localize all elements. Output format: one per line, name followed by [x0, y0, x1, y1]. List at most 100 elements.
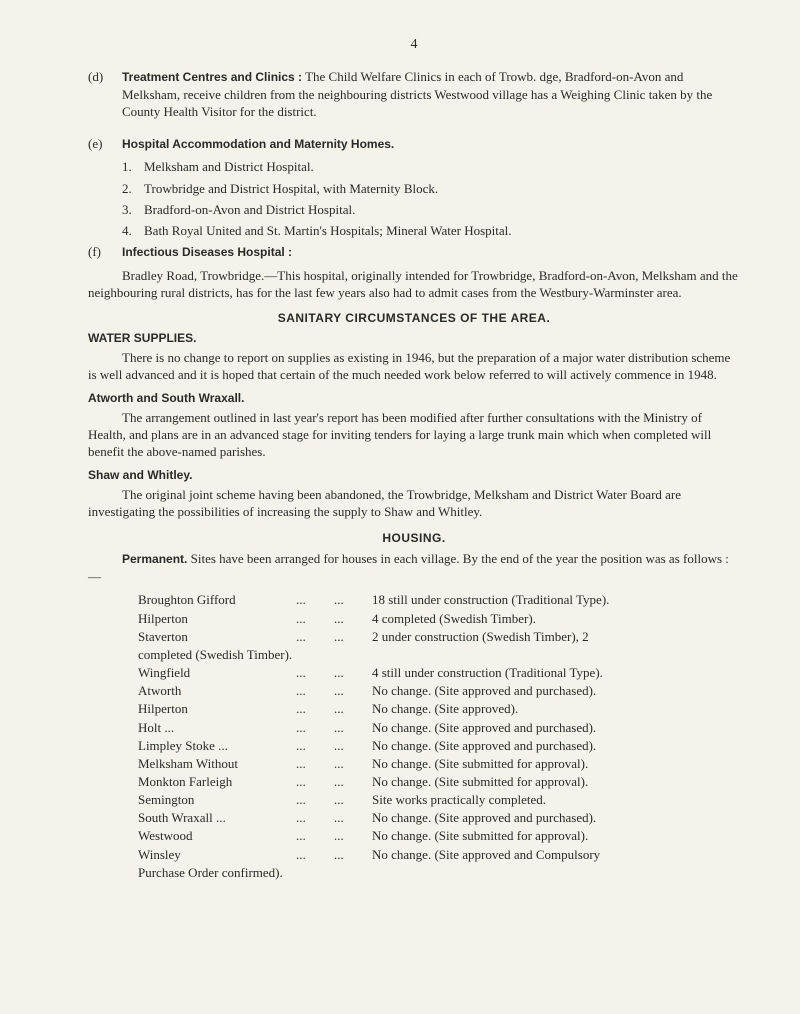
housing-desc: 4 completed (Swedish Timber). — [372, 610, 617, 628]
housing-location: Limpley Stoke ... — [138, 737, 296, 755]
table-row: Semington......Site works practically co… — [138, 791, 617, 809]
item-e-list: 1.Melksham and District Hospital. 2.Trow… — [122, 158, 740, 239]
dots: ... — [296, 664, 334, 682]
dots: ... — [296, 700, 334, 718]
housing-desc: 2 under construction (Swedish Timber), 2 — [372, 628, 617, 646]
table-row: South Wraxall .........No change. (Site … — [138, 809, 617, 827]
housing-location: Hilperton — [138, 610, 296, 628]
table-row: Limpley Stoke .........No change. (Site … — [138, 737, 617, 755]
list-text: Melksham and District Hospital. — [144, 158, 314, 175]
housing-desc: No change. (Site submitted for approval)… — [372, 827, 617, 845]
housing-location: Semington — [138, 791, 296, 809]
item-f-para: Bradley Road, Trowbridge.—This hospital,… — [88, 267, 740, 301]
dots: ... — [334, 846, 372, 864]
item-f-tag: (f) — [88, 243, 122, 267]
housing-desc: No change. (Site approved and purchased)… — [372, 719, 617, 737]
housing-location: Wingfield — [138, 664, 296, 682]
table-row: Holt .........No change. (Site approved … — [138, 719, 617, 737]
item-e: (e) Hospital Accommodation and Maternity… — [88, 135, 740, 243]
water-heading: WATER SUPPLIES. — [88, 331, 740, 347]
item-e-tag: (e) — [88, 135, 122, 243]
housing-desc: No change. (Site approved and Compulsory — [372, 846, 617, 864]
list-item: 2.Trowbridge and District Hospital, with… — [122, 180, 740, 197]
item-f-body: Infectious Diseases Hospital : — [122, 243, 740, 267]
housing-desc: Site works practically completed. — [372, 791, 617, 809]
dots: ... — [296, 827, 334, 845]
housing-desc: No change. (Site submitted for approval)… — [372, 773, 617, 791]
table-row: Monkton Farleigh......No change. (Site s… — [138, 773, 617, 791]
dots: ... — [334, 737, 372, 755]
water-para: There is no change to report on supplies… — [88, 349, 740, 383]
housing-desc: 18 still under construction (Traditional… — [372, 591, 617, 609]
housing-desc: No change. (Site approved). — [372, 700, 617, 718]
list-num: 2. — [122, 180, 144, 197]
table-row: Melksham Without......No change. (Site s… — [138, 755, 617, 773]
dots: ... — [334, 827, 372, 845]
dots: ... — [296, 628, 334, 646]
housing-location: Monkton Farleigh — [138, 773, 296, 791]
dots: ... — [296, 682, 334, 700]
dots: ... — [334, 791, 372, 809]
dots: ... — [334, 628, 372, 646]
table-row: Hilperton......No change. (Site approved… — [138, 700, 617, 718]
housing-location: Atworth — [138, 682, 296, 700]
housing-location: Staverton — [138, 628, 296, 646]
housing-location: South Wraxall ... — [138, 809, 296, 827]
atworth-heading: Atworth and South Wraxall. — [88, 391, 740, 407]
housing-location: Melksham Without — [138, 755, 296, 773]
dots: ... — [296, 791, 334, 809]
dots: ... — [334, 719, 372, 737]
table-row: Winsley......No change. (Site approved a… — [138, 846, 617, 864]
dots: ... — [334, 809, 372, 827]
item-d-heading: Treatment Centres and Clinics : — [122, 70, 302, 84]
dots: ... — [296, 737, 334, 755]
dots: ... — [334, 664, 372, 682]
shaw-para: The original joint scheme having been ab… — [88, 486, 740, 520]
table-row: Broughton Gifford......18 still under co… — [138, 591, 617, 609]
item-d-body: Treatment Centres and Clinics : The Chil… — [122, 68, 740, 126]
housing-desc: No change. (Site approved and purchased)… — [372, 809, 617, 827]
dots: ... — [334, 591, 372, 609]
dots: ... — [296, 755, 334, 773]
housing-heading: HOUSING. — [88, 531, 740, 547]
dots: ... — [296, 719, 334, 737]
housing-location: Winsley — [138, 846, 296, 864]
dots: ... — [296, 773, 334, 791]
housing-permanent: Permanent. Sites have been arranged for … — [88, 550, 740, 585]
dots: ... — [296, 846, 334, 864]
dots: ... — [334, 610, 372, 628]
item-d: (d) Treatment Centres and Clinics : The … — [88, 68, 740, 126]
table-row: Atworth......No change. (Site approved a… — [138, 682, 617, 700]
housing-desc: Purchase Order confirmed). — [138, 864, 617, 882]
housing-desc: No change. (Site submitted for approval)… — [372, 755, 617, 773]
dots: ... — [334, 755, 372, 773]
sanitary-heading: SANITARY CIRCUMSTANCES OF THE AREA. — [88, 311, 740, 327]
housing-desc: No change. (Site approved and purchased)… — [372, 737, 617, 755]
dots: ... — [334, 773, 372, 791]
list-num: 4. — [122, 222, 144, 239]
list-num: 1. — [122, 158, 144, 175]
table-row: Westwood......No change. (Site submitted… — [138, 827, 617, 845]
permanent-label: Permanent. — [122, 552, 187, 566]
dots: ... — [334, 700, 372, 718]
atworth-para: The arrangement outlined in last year's … — [88, 409, 740, 460]
dots: ... — [296, 809, 334, 827]
housing-desc: 4 still under construction (Traditional … — [372, 664, 617, 682]
housing-location: Holt ... — [138, 719, 296, 737]
table-row: Purchase Order confirmed). — [138, 864, 617, 882]
dots: ... — [334, 682, 372, 700]
table-row: Hilperton......4 completed (Swedish Timb… — [138, 610, 617, 628]
housing-location: Broughton Gifford — [138, 591, 296, 609]
item-f-heading: Infectious Diseases Hospital : — [122, 245, 292, 259]
list-item: 1.Melksham and District Hospital. — [122, 158, 740, 175]
list-item: 3.Bradford-on-Avon and District Hospital… — [122, 201, 740, 218]
list-num: 3. — [122, 201, 144, 218]
dots: ... — [296, 591, 334, 609]
dots: ... — [296, 610, 334, 628]
table-row: Staverton......2 under construction (Swe… — [138, 628, 617, 646]
item-d-tag: (d) — [88, 68, 122, 126]
housing-location: Westwood — [138, 827, 296, 845]
shaw-heading: Shaw and Whitley. — [88, 468, 740, 484]
housing-location: Hilperton — [138, 700, 296, 718]
item-f: (f) Infectious Diseases Hospital : — [88, 243, 740, 267]
